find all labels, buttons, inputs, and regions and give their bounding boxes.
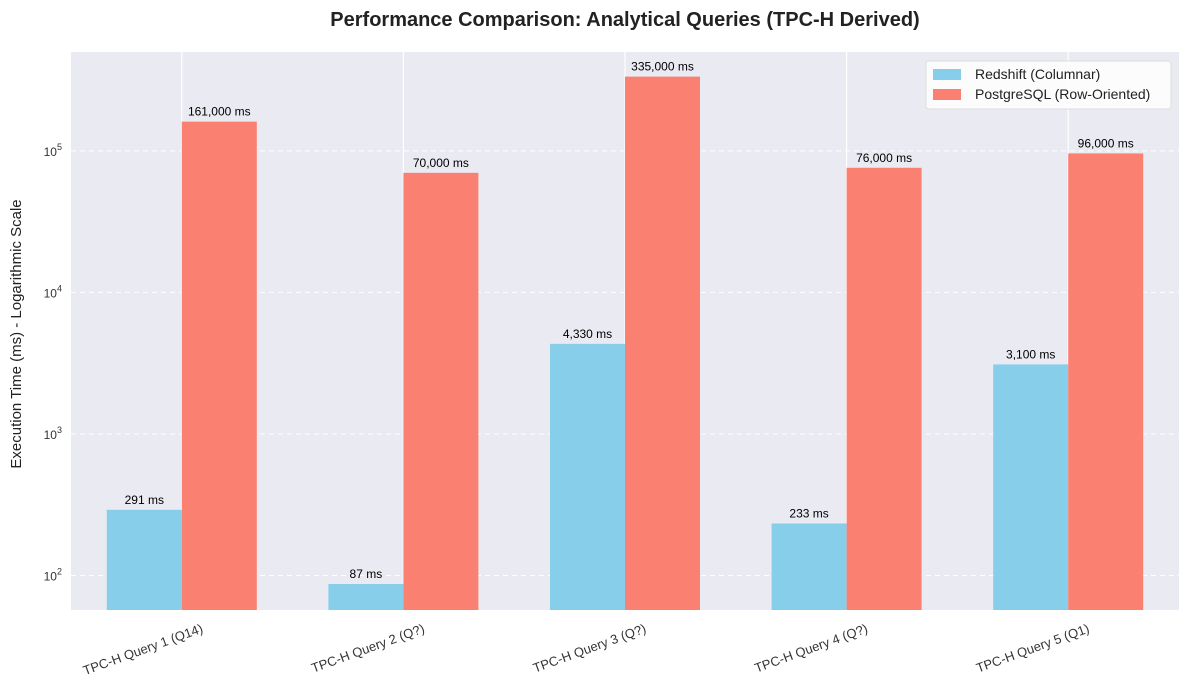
bar-value-label: 291 ms — [125, 493, 164, 507]
bar-postgresql-2 — [403, 172, 479, 610]
bar-redshift-5 — [993, 364, 1069, 610]
x-tick-label: TPC-H Query 4 (Q?) — [752, 621, 869, 676]
bars — [106, 76, 1144, 611]
bar-value-label: 87 ms — [350, 567, 383, 581]
x-tick-label: TPC-H Query 5 (Q1) — [974, 621, 1091, 676]
bar-postgresql-3 — [625, 76, 700, 610]
bar-redshift-1 — [106, 509, 182, 610]
bar-redshift-4 — [771, 523, 847, 610]
bar-value-label: 233 ms — [789, 506, 828, 520]
bar-postgresql-1 — [181, 121, 257, 610]
x-axis-ticks: TPC-H Query 1 (Q14) TPC-H Query 2 (Q?) TPC… — [81, 621, 1091, 678]
y-tick-label: 104 — [44, 283, 62, 300]
bar-value-label: 4,330 ms — [563, 327, 612, 341]
x-tick-label: TPC-H Query 1 (Q14) — [81, 621, 205, 678]
legend-swatch — [933, 89, 961, 100]
bar-redshift-2 — [328, 584, 404, 610]
y-axis-label: Execution Time (ms) - Logarithmic Scale — [8, 199, 25, 468]
y-tick-label: 102 — [44, 566, 62, 583]
bar-postgresql-4 — [846, 167, 922, 611]
x-tick-label: TPC-H Query 2 (Q?) — [309, 621, 426, 676]
x-tick-label: TPC-H Query 3 (Q?) — [531, 621, 648, 676]
y-tick-label: 105 — [44, 142, 62, 159]
legend-swatch — [933, 69, 961, 80]
bar-postgresql-5 — [1068, 153, 1144, 610]
bar-value-labels: 291 ms 87 ms 4,330 ms 233 ms 3,100 ms 161,000… — [125, 60, 1134, 581]
bar-value-label: 76,000 ms — [856, 151, 912, 165]
chart-title: Performance Comparison: Analytical Queri… — [330, 9, 919, 31]
legend: Redshift (Columnar) PostgreSQL (Row-Orien… — [925, 60, 1172, 110]
legend-box — [925, 60, 1172, 110]
bar-value-label: 3,100 ms — [1006, 347, 1055, 361]
y-tick-label: 103 — [44, 425, 62, 442]
bar-value-label: 70,000 ms — [413, 156, 469, 170]
legend-entry: PostgreSQL (Row-Oriented) — [975, 86, 1150, 102]
legend-entry: Redshift (Columnar) — [975, 66, 1100, 82]
bar-value-label: 335,000 ms — [631, 60, 694, 74]
y-axis-ticks: 102 103 104 105 — [44, 142, 62, 584]
bar-value-label: 161,000 ms — [188, 105, 251, 119]
bar-redshift-3 — [550, 343, 625, 610]
bar-value-label: 96,000 ms — [1078, 136, 1134, 150]
